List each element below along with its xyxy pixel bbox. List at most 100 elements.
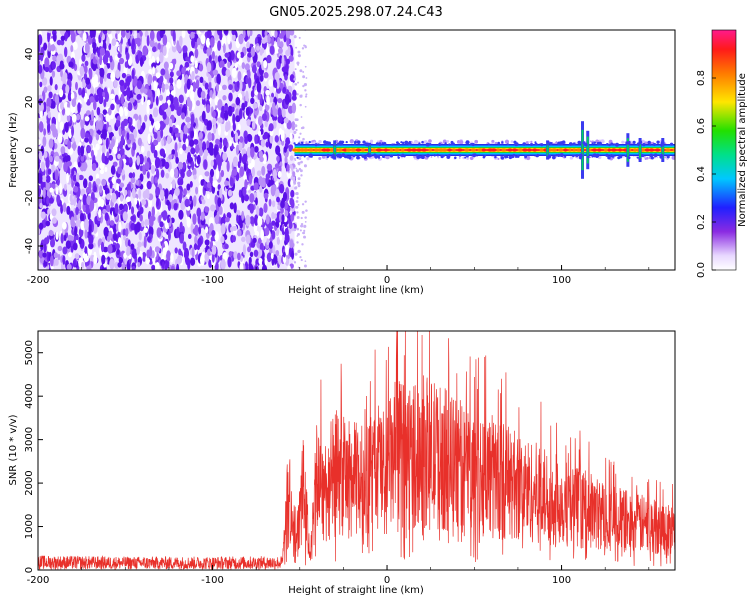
band-edge-dot [547, 154, 552, 159]
noise-speckle [120, 135, 125, 145]
noise-speckle [51, 217, 57, 224]
noise-speckle [122, 211, 128, 222]
noise-speckle [180, 170, 185, 179]
noise-speckle [152, 74, 158, 84]
noise-fringe-dot [295, 46, 298, 49]
band-blob [655, 148, 661, 152]
noise-speckle [144, 188, 150, 198]
noise-speckle [190, 147, 196, 155]
noise-speckle [251, 120, 256, 130]
noise-speckle [283, 146, 287, 153]
band-blob [501, 148, 507, 152]
noise-speckle [44, 180, 50, 191]
noise-speckle [38, 188, 41, 197]
spectrogram-x-ticks: -200 -100 0 100 [27, 265, 650, 286]
noise-fringe-dot [305, 77, 308, 79]
noise-speckle [156, 197, 160, 207]
snr-y-tick-label: 5000 [24, 340, 35, 365]
noise-speckle [184, 198, 190, 208]
noise-speckle [149, 39, 155, 48]
band-edge-dot [374, 155, 378, 159]
noise-speckle [110, 71, 116, 82]
noise-speckle [228, 92, 233, 102]
band-edge-dot [404, 140, 409, 145]
noise-speckle [118, 126, 122, 137]
noise-speckle [162, 34, 168, 46]
noise-speckle [63, 234, 67, 242]
band-edge-dot [317, 143, 320, 146]
noise-speckle [203, 149, 209, 157]
noise-fringe-dot [296, 196, 299, 199]
noise-speckle [292, 89, 297, 98]
noise-speckle [59, 121, 64, 131]
band-halo-dot [446, 139, 450, 143]
noise-speckle [214, 261, 219, 270]
noise-speckle [86, 145, 92, 154]
noise-speckle [276, 155, 280, 162]
noise-speckle [184, 83, 188, 94]
noise-speckle [75, 172, 80, 182]
noise-speckle [198, 131, 203, 139]
band-edge-dot [659, 153, 664, 158]
noise-speckle [88, 134, 93, 145]
noise-speckle [177, 254, 183, 264]
noise-speckle [232, 225, 238, 231]
noise-speckle [49, 38, 54, 46]
noise-speckle [112, 232, 118, 241]
band-blob [342, 148, 348, 152]
band-halo-dot [318, 157, 322, 161]
noise-speckle [251, 64, 257, 74]
noise-fringe-dot [300, 216, 303, 220]
noise-speckle [60, 146, 66, 155]
noise-speckle [111, 176, 116, 185]
noise-speckle [39, 110, 43, 119]
noise-speckle [214, 231, 219, 242]
noise-speckle [186, 183, 191, 191]
noise-speckle [118, 208, 121, 215]
band-edge-dot [464, 156, 467, 159]
band-edge-dot [472, 153, 476, 158]
noise-fringe-dot [299, 256, 302, 259]
noise-speckle [141, 93, 144, 106]
noise-speckle [109, 258, 115, 270]
noise-speckle [173, 58, 177, 65]
noise-fringe-dot [296, 93, 299, 96]
noise-speckle [40, 211, 46, 220]
noise-fringe-dot [297, 232, 300, 236]
noise-speckle [247, 246, 252, 253]
noise-speckle [183, 143, 187, 151]
noise-speckle [153, 131, 158, 139]
noise-speckle [59, 30, 65, 36]
noise-speckle [124, 156, 130, 166]
noise-speckle [102, 128, 107, 140]
band-edge-dot [345, 140, 348, 144]
noise-speckle [166, 135, 172, 145]
noise-speckle [70, 235, 75, 241]
band-halo-dot [527, 140, 530, 143]
noise-speckle [258, 257, 263, 265]
band-edge-dot [549, 142, 553, 146]
noise-speckle [194, 235, 198, 245]
noise-speckle [250, 90, 255, 98]
noise-speckle [176, 40, 180, 52]
noise-speckle [75, 219, 81, 227]
noise-speckle [256, 45, 261, 51]
noise-speckle [269, 45, 275, 55]
noise-speckle [235, 115, 241, 123]
noise-speckle [115, 120, 121, 128]
band-edge-dot [516, 154, 520, 158]
noise-speckle [174, 142, 178, 153]
noise-speckle [47, 31, 51, 43]
noise-speckle [104, 187, 110, 196]
noise-speckle [141, 122, 146, 131]
noise-speckle [104, 212, 109, 222]
noise-speckle [258, 175, 263, 186]
noise-speckle [211, 253, 215, 263]
noise-speckle [249, 203, 255, 214]
noise-speckle [49, 76, 53, 86]
noise-speckle [82, 193, 87, 206]
noise-speckle [178, 248, 182, 256]
noise-speckle [186, 78, 191, 90]
noise-fringe-dot [294, 124, 298, 128]
noise-speckle [149, 30, 155, 41]
